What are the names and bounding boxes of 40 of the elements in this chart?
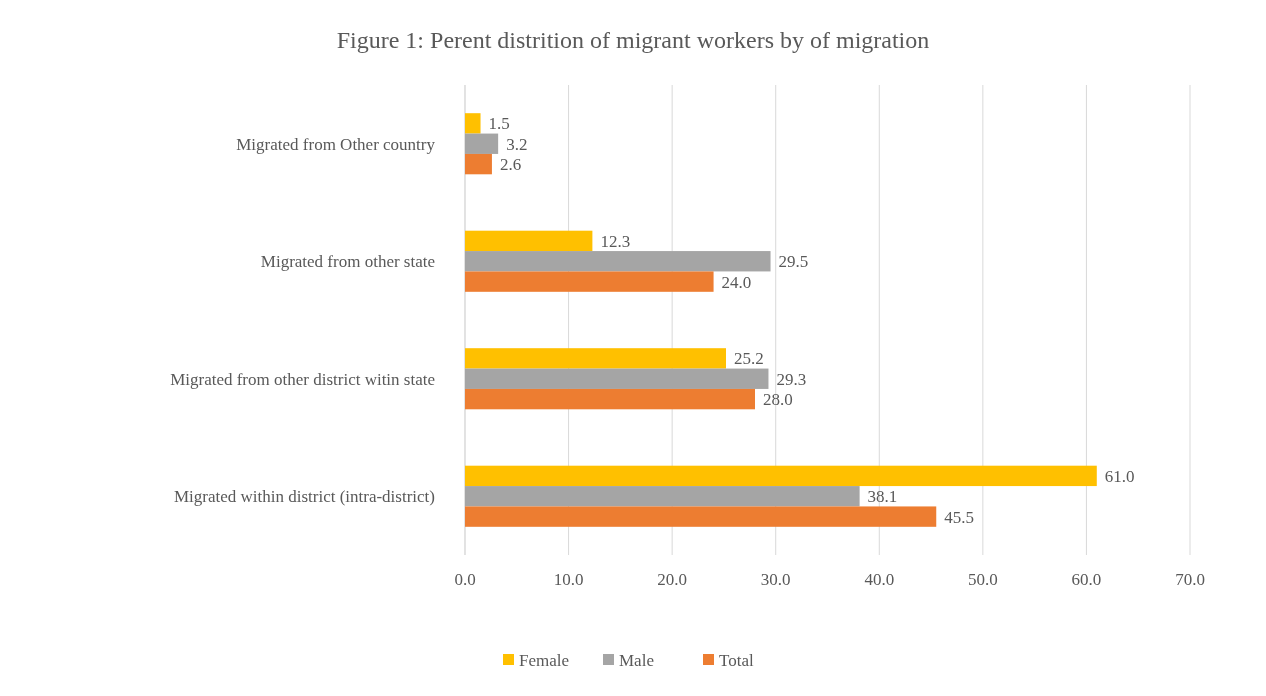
legend-label: Total	[719, 650, 754, 670]
bar	[465, 388, 755, 410]
bar	[465, 113, 481, 134]
bar	[465, 465, 1097, 487]
legend-label: Male	[619, 650, 654, 670]
bar	[465, 486, 860, 507]
data-label: 3.2	[506, 134, 528, 154]
data-label: 2.6	[499, 155, 522, 175]
bar	[465, 251, 771, 272]
data-label: 45.5	[944, 507, 974, 527]
bar	[465, 506, 937, 527]
data-label: 1.5	[488, 114, 510, 134]
x-tick-label: 60.0	[1071, 570, 1102, 589]
x-tick-label: 10.0	[553, 570, 584, 589]
bar	[465, 153, 492, 175]
x-tick-label: 40.0	[864, 570, 895, 589]
data-label: 29.3	[776, 369, 807, 389]
data-label: 12.3	[600, 231, 631, 251]
data-label: 29.5	[778, 252, 809, 272]
bar	[465, 348, 726, 369]
y-tick-label: Migrated from Other country	[236, 134, 436, 154]
x-tick-label: 0.0	[454, 570, 476, 589]
y-tick-label: Migrated from other state	[260, 252, 435, 272]
bar	[465, 230, 593, 252]
chart-title: Figure 1: Perent distrition of migrant workers by of migration	[336, 27, 930, 53]
data-label: 24.0	[721, 272, 752, 292]
data-label: 61.0	[1104, 466, 1135, 486]
x-tick-label: 20.0	[657, 570, 688, 589]
y-tick-label: Migrated from other district witin state	[170, 369, 435, 389]
bar	[465, 133, 499, 154]
data-label: 25.2	[734, 349, 764, 369]
x-tick-label: 70.0	[1175, 570, 1205, 589]
bar	[465, 271, 714, 292]
x-tick-label: 50.0	[967, 570, 998, 589]
data-label: 28.0	[763, 390, 793, 410]
data-label: 38.1	[867, 487, 898, 507]
x-tick-label: 30.0	[760, 570, 791, 589]
bar	[465, 368, 769, 389]
legend-label: Female	[519, 650, 570, 670]
y-tick-label: Migrated within district (intra-district)	[173, 487, 435, 507]
